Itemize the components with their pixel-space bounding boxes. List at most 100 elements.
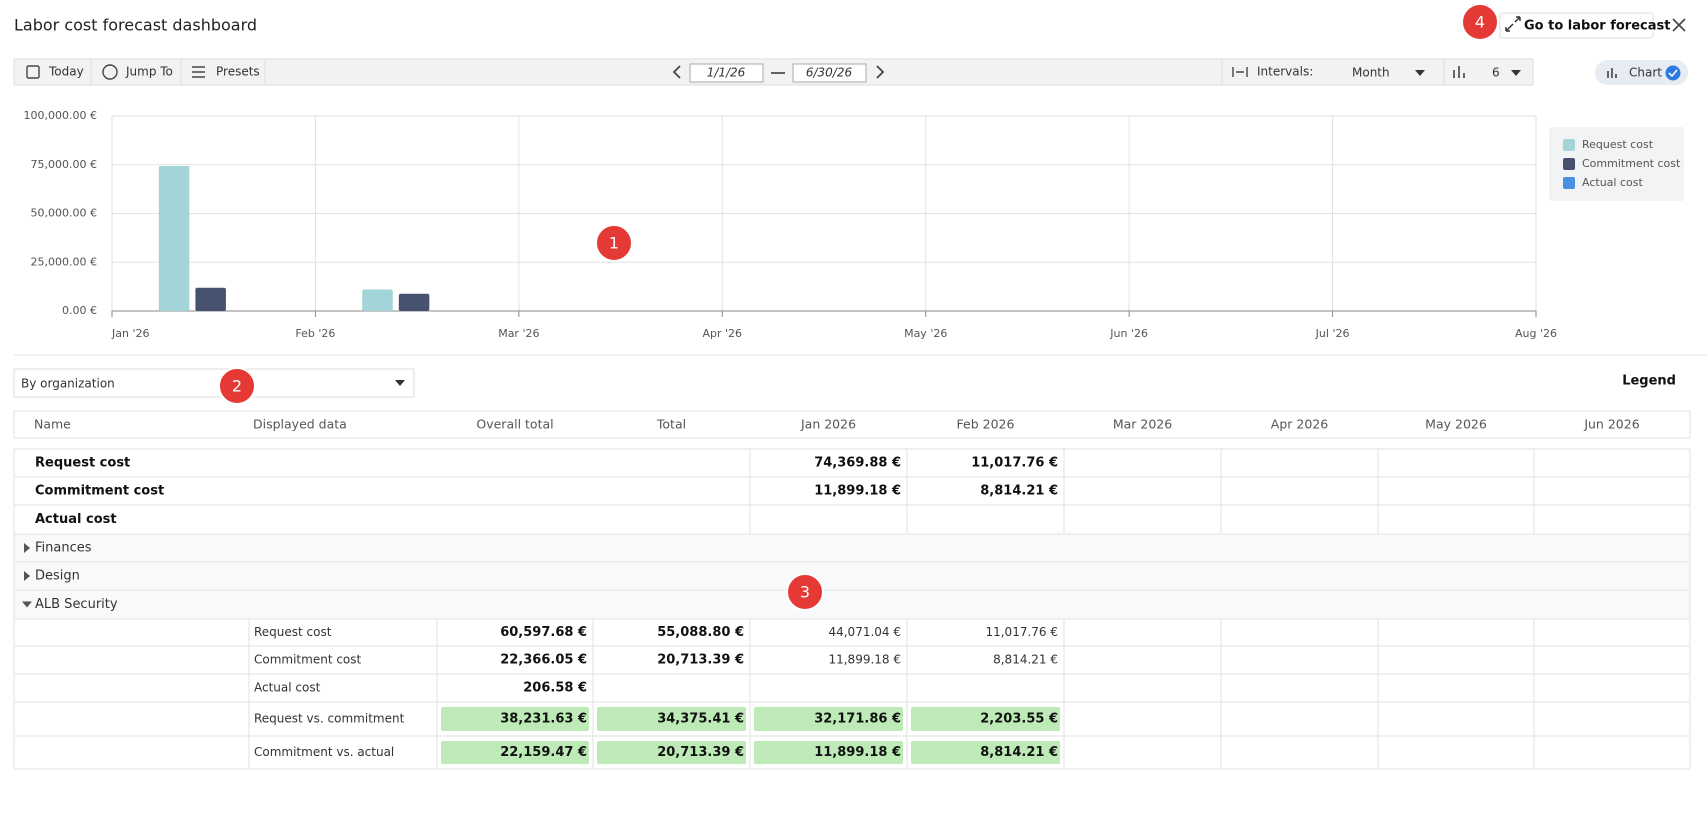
today-button[interactable]: Today xyxy=(48,65,84,79)
x-tick-label: Jan '26 xyxy=(111,327,149,340)
expand-toggle[interactable] xyxy=(22,601,32,608)
prev-button[interactable] xyxy=(672,65,681,79)
group-name: Design xyxy=(35,569,80,584)
group-row xyxy=(14,562,1690,590)
cell-value: 11,017.76 € xyxy=(971,456,1058,471)
cell-value: 11,017.76 € xyxy=(985,625,1058,639)
legend-swatch xyxy=(1563,139,1575,151)
column-header: Feb 2026 xyxy=(957,417,1015,432)
chart-icon xyxy=(1607,68,1617,78)
legend-swatch xyxy=(1563,158,1575,170)
annotation-number: 1 xyxy=(609,234,619,253)
cell-value: 11,899.18 € xyxy=(814,484,901,499)
data-label: Request cost xyxy=(254,625,332,639)
x-tick-label: May '26 xyxy=(904,327,947,340)
chart-toggle[interactable] xyxy=(1595,60,1688,85)
highlight-cell xyxy=(911,741,1060,764)
column-header: Overall total xyxy=(476,417,553,432)
cell-value: 11,899.18 € xyxy=(814,745,901,760)
cell-value: 38,231.63 € xyxy=(500,712,587,727)
go-button-label[interactable]: Go to labor forecast xyxy=(1524,19,1670,34)
check-mark xyxy=(1668,69,1678,78)
go-button[interactable] xyxy=(1499,12,1654,39)
expand-icon xyxy=(1505,16,1521,32)
annotation-badge xyxy=(786,573,824,611)
toolbar xyxy=(13,58,1534,86)
group-row xyxy=(14,590,1690,619)
table: Name Displayed data Overall total Total Jan … xyxy=(13,410,1691,770)
annotation-badge xyxy=(595,224,633,262)
y-tick-label: 0.00 € xyxy=(62,304,97,317)
annotation-number: 3 xyxy=(800,583,810,602)
dialog-title: Labor cost forecast dashboard xyxy=(14,16,257,35)
grouping-select[interactable] xyxy=(13,368,415,398)
expand-toggle[interactable] xyxy=(24,571,30,581)
annotation-number: 4 xyxy=(1475,13,1485,32)
group-name: Finances xyxy=(35,541,92,556)
bar xyxy=(398,293,430,311)
data-label: Actual cost xyxy=(254,681,321,695)
highlight-cell xyxy=(597,741,746,764)
cell-value: 2,203.55 € xyxy=(980,712,1058,727)
check-badge xyxy=(1665,65,1681,81)
cell-value: 74,369.88 € xyxy=(814,456,901,471)
grouping-value[interactable]: By organization xyxy=(21,377,115,391)
legend-link[interactable]: Legend xyxy=(1622,374,1676,389)
legend-box xyxy=(1549,127,1684,201)
count-select[interactable]: 6 xyxy=(1492,66,1500,80)
start-date[interactable]: 1/1/26 xyxy=(707,66,746,80)
cell-value: 34,375.41 € xyxy=(657,712,744,727)
expand-toggle[interactable] xyxy=(24,543,30,553)
cell-value: 22,159.47 € xyxy=(500,745,587,760)
table-body xyxy=(13,448,1691,770)
annotation-number: 2 xyxy=(232,377,242,396)
intervals-icon xyxy=(1232,67,1248,77)
count-icon xyxy=(1453,66,1465,78)
highlight-cell xyxy=(597,707,746,731)
bar xyxy=(362,289,393,311)
cell-value: 20,713.39 € xyxy=(657,745,744,760)
x-tick-label: Jun '26 xyxy=(1109,327,1148,340)
cell-value: 60,597.68 € xyxy=(500,625,587,640)
end-date-input[interactable] xyxy=(792,63,867,83)
cell-value: 8,814.21 € xyxy=(993,653,1058,667)
legend-label: Commitment cost xyxy=(1582,157,1681,170)
row-name: Actual cost xyxy=(35,512,117,527)
y-tick-label: 75,000.00 € xyxy=(31,158,97,171)
highlight-cell xyxy=(754,741,903,764)
legend-label: Request cost xyxy=(1582,138,1654,151)
start-date-input[interactable] xyxy=(689,63,764,83)
next-button[interactable] xyxy=(876,65,885,79)
column-header: Jan 2026 xyxy=(800,417,856,432)
cell-value: 44,071.04 € xyxy=(828,625,901,639)
data-label: Request vs. commitment xyxy=(254,712,405,726)
x-tick-label: Jul '26 xyxy=(1315,327,1350,340)
chart-toggle-label[interactable]: Chart xyxy=(1629,66,1662,80)
dropdown-arrow xyxy=(1511,70,1521,76)
row-name: Request cost xyxy=(35,456,130,471)
y-tick-label: 50,000.00 € xyxy=(31,207,97,220)
x-tick-label: Aug '26 xyxy=(1515,327,1557,340)
column-header: Name xyxy=(34,417,71,432)
row-name: Commitment cost xyxy=(35,484,164,499)
presets-button[interactable]: Presets xyxy=(216,65,260,79)
column-header: Mar 2026 xyxy=(1113,417,1172,432)
jump-to-button[interactable]: Jump To xyxy=(125,65,173,79)
end-date[interactable]: 6/30/26 xyxy=(806,66,853,80)
column-header: Jun 2026 xyxy=(1583,417,1639,432)
data-label: Commitment cost xyxy=(254,653,362,667)
y-tick-label: 25,000.00 € xyxy=(31,255,97,268)
intervals-label: Intervals: xyxy=(1257,65,1313,79)
close-button[interactable] xyxy=(1672,18,1686,32)
calendar-icon xyxy=(26,65,40,79)
annotation-badge xyxy=(218,367,256,405)
data-label: Commitment vs. actual xyxy=(254,745,394,759)
bar xyxy=(158,165,190,311)
legend-label: Actual cost xyxy=(1582,176,1643,189)
chart: 0.00 € 25,000.00 € 50,000.00 € 75,000.00 € 1… xyxy=(24,109,1681,340)
y-tick-label: 100,000.00 € xyxy=(24,109,97,122)
interval-select[interactable]: Month xyxy=(1352,66,1390,80)
cell-value: 55,088.80 € xyxy=(657,625,744,640)
